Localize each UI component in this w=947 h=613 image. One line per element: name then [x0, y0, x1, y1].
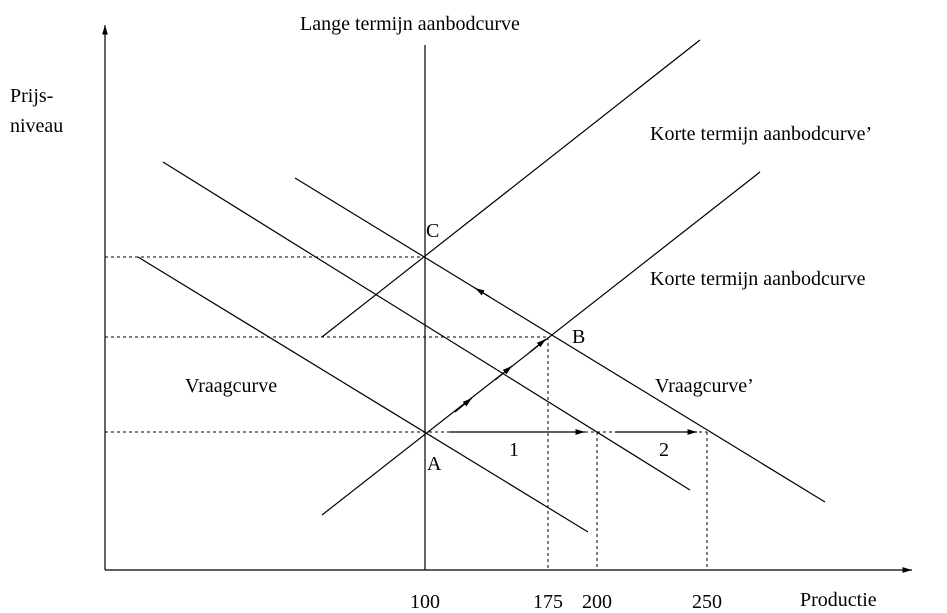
y-axis-label: Prijs-: [10, 85, 53, 107]
curve-label: Vraagcurve’: [655, 375, 754, 397]
path-arrow: [529, 338, 547, 353]
demand-shifted: [294, 177, 826, 503]
short-term-supply-shifted: [321, 39, 701, 338]
x-tick-label: 175: [533, 591, 563, 613]
shift-label: 1: [509, 439, 519, 461]
point-label: B: [572, 326, 585, 348]
x-tick-label: 200: [582, 591, 612, 613]
title: Lange termijn aanbodcurve: [300, 13, 520, 35]
point-label: A: [427, 453, 442, 475]
y-axis-label: niveau: [10, 115, 63, 137]
x-tick-label: 250: [692, 591, 722, 613]
path-arrow: [474, 287, 491, 298]
x-tick-label: 100: [410, 591, 440, 613]
path-arrow: [494, 365, 513, 381]
demand-intermediate: [162, 161, 691, 491]
curve-label: Korte termijn aanbodcurve: [650, 268, 866, 290]
shift-label: 2: [659, 439, 669, 461]
curve-label: Korte termijn aanbodcurve’: [650, 123, 872, 145]
demand: [137, 256, 589, 533]
x-axis-label: Productie: [800, 589, 877, 611]
curve-label: Vraagcurve: [185, 375, 277, 397]
point-label: C: [426, 220, 439, 242]
path-arrow: [454, 397, 473, 413]
